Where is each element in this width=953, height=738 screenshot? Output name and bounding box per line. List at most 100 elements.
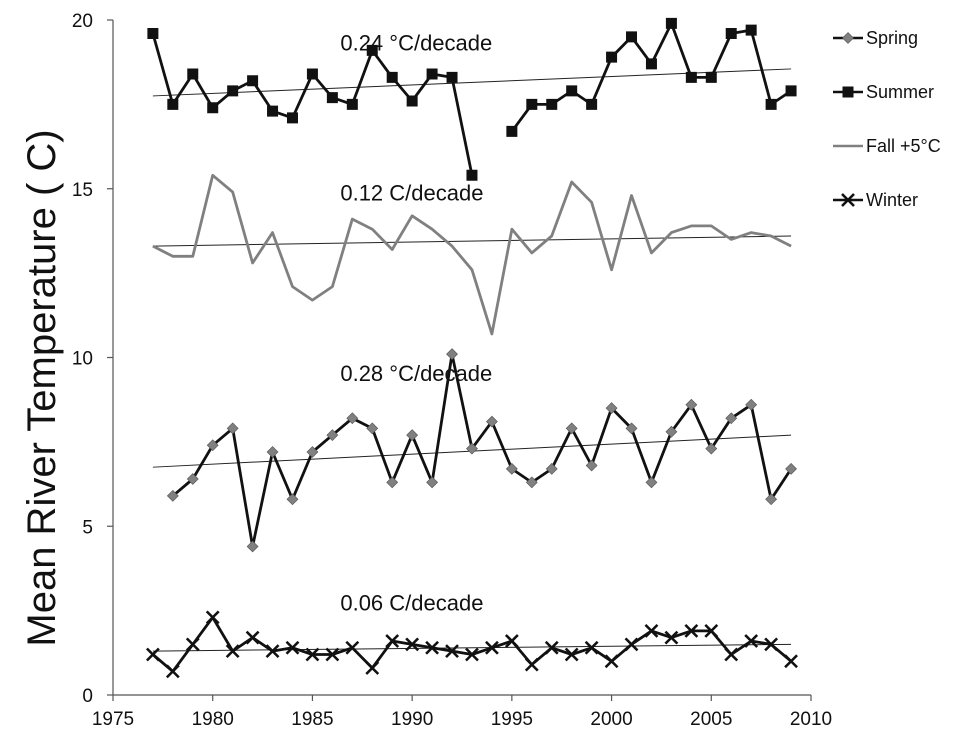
data-point-spring bbox=[466, 442, 478, 455]
legend-marker bbox=[841, 193, 855, 207]
legend-label: Fall +5°C bbox=[866, 136, 941, 156]
data-point-winter bbox=[425, 640, 440, 655]
data-point-summer bbox=[346, 98, 358, 110]
data-point-summer bbox=[247, 75, 259, 87]
data-point-spring bbox=[785, 462, 797, 475]
data-point-summer bbox=[466, 169, 478, 181]
series-line-fall-5-c bbox=[152, 173, 792, 336]
data-point-winter bbox=[604, 654, 619, 669]
data-point-winter bbox=[305, 647, 320, 662]
data-point-winter bbox=[624, 637, 639, 652]
legend-item-winter: Winter bbox=[833, 190, 918, 210]
data-point-winter bbox=[704, 623, 719, 638]
legend-item-spring: Spring bbox=[833, 28, 918, 48]
data-point-winter bbox=[165, 664, 180, 679]
data-point-summer bbox=[765, 98, 777, 110]
data-point-spring bbox=[685, 398, 698, 411]
y-tick-label: 20 bbox=[72, 11, 93, 32]
data-point-winter bbox=[205, 610, 220, 625]
data-point-spring bbox=[585, 459, 598, 472]
data-point-spring bbox=[665, 425, 678, 438]
series-fall-5-c bbox=[152, 173, 792, 336]
legend-item-fall-5-c: Fall +5°C bbox=[833, 136, 941, 156]
data-point-winter bbox=[584, 640, 599, 655]
data-point-winter bbox=[385, 634, 400, 648]
data-series bbox=[145, 17, 798, 679]
data-point-winter bbox=[345, 640, 360, 655]
data-point-spring bbox=[346, 412, 359, 425]
data-point-winter bbox=[465, 647, 479, 662]
data-point-winter bbox=[484, 640, 499, 655]
legend-item-summer: Summer bbox=[833, 82, 934, 102]
data-point-summer bbox=[566, 85, 578, 97]
y-tick-label: 10 bbox=[72, 349, 93, 370]
data-point-summer bbox=[406, 95, 418, 107]
trend-annotation: 0.28 °C/decade bbox=[340, 361, 492, 386]
data-point-spring bbox=[725, 412, 738, 425]
data-point-spring bbox=[446, 348, 458, 361]
trend-annotation: 0.12 C/decade bbox=[340, 181, 483, 206]
data-point-summer bbox=[645, 58, 657, 70]
data-point-summer bbox=[167, 98, 179, 110]
data-point-spring bbox=[765, 493, 778, 506]
data-point-spring bbox=[645, 476, 658, 489]
trend-annotation: 0.06 C/decade bbox=[340, 591, 483, 616]
trend-annotations: 0.24 °C/decade 0.12 C/decade 0.28 °C/decad… bbox=[340, 30, 492, 615]
data-point-winter bbox=[664, 630, 679, 645]
x-tick-label: 1985 bbox=[291, 709, 333, 730]
y-axis-title: Mean River Temperature ( C) bbox=[20, 129, 64, 646]
x-tick-label: 1980 bbox=[192, 709, 234, 730]
data-point-winter bbox=[744, 634, 759, 648]
data-point-spring bbox=[326, 429, 339, 442]
data-point-winter bbox=[285, 640, 300, 655]
trend-line-winter bbox=[152, 643, 792, 652]
data-point-winter bbox=[564, 647, 579, 662]
data-point-spring bbox=[545, 462, 558, 475]
legend-label: Spring bbox=[866, 28, 918, 48]
data-point-summer bbox=[785, 85, 797, 97]
data-point-summer bbox=[526, 98, 538, 110]
data-point-summer bbox=[326, 92, 338, 104]
legend-marker bbox=[842, 32, 854, 44]
data-point-summer bbox=[546, 98, 558, 110]
data-point-spring bbox=[406, 429, 419, 442]
axes: 0 5 10 15 20 1975 1980 1985 1990 1995 2000 2005 2010 bbox=[72, 11, 832, 730]
data-point-spring bbox=[286, 493, 299, 506]
data-point-spring bbox=[745, 398, 758, 411]
data-point-winter bbox=[225, 644, 240, 659]
data-point-spring bbox=[705, 442, 718, 455]
trend-annotation: 0.24 °C/decade bbox=[340, 30, 492, 55]
data-point-summer bbox=[626, 31, 638, 43]
data-point-spring bbox=[565, 422, 578, 435]
data-point-summer bbox=[147, 28, 159, 39]
data-point-spring bbox=[525, 476, 538, 489]
x-tick-label: 2000 bbox=[590, 709, 632, 730]
legend-marker bbox=[842, 86, 854, 98]
series-summer bbox=[147, 17, 797, 181]
x-tick-label: 1990 bbox=[391, 709, 433, 730]
data-point-spring bbox=[306, 446, 319, 458]
legend-label: Winter bbox=[866, 190, 918, 210]
data-point-summer bbox=[506, 125, 518, 137]
data-point-winter bbox=[145, 647, 160, 662]
data-point-summer bbox=[187, 68, 199, 80]
data-point-winter bbox=[784, 654, 798, 669]
y-tick-label: 0 bbox=[82, 686, 93, 707]
data-point-spring bbox=[386, 476, 399, 489]
data-point-spring bbox=[206, 439, 219, 452]
x-tick-label: 1975 bbox=[92, 709, 134, 730]
data-point-summer bbox=[586, 98, 598, 110]
x-tick-label: 2005 bbox=[690, 709, 732, 730]
data-point-spring bbox=[625, 422, 638, 435]
data-point-winter bbox=[265, 644, 280, 659]
data-point-spring bbox=[366, 422, 379, 435]
data-point-winter bbox=[185, 637, 200, 652]
data-point-winter bbox=[504, 634, 519, 648]
data-point-spring bbox=[226, 422, 239, 435]
data-point-summer bbox=[366, 44, 378, 56]
data-point-winter bbox=[365, 661, 380, 675]
data-point-summer bbox=[446, 71, 458, 83]
data-point-summer bbox=[227, 85, 239, 97]
legend-label: Summer bbox=[866, 82, 934, 102]
